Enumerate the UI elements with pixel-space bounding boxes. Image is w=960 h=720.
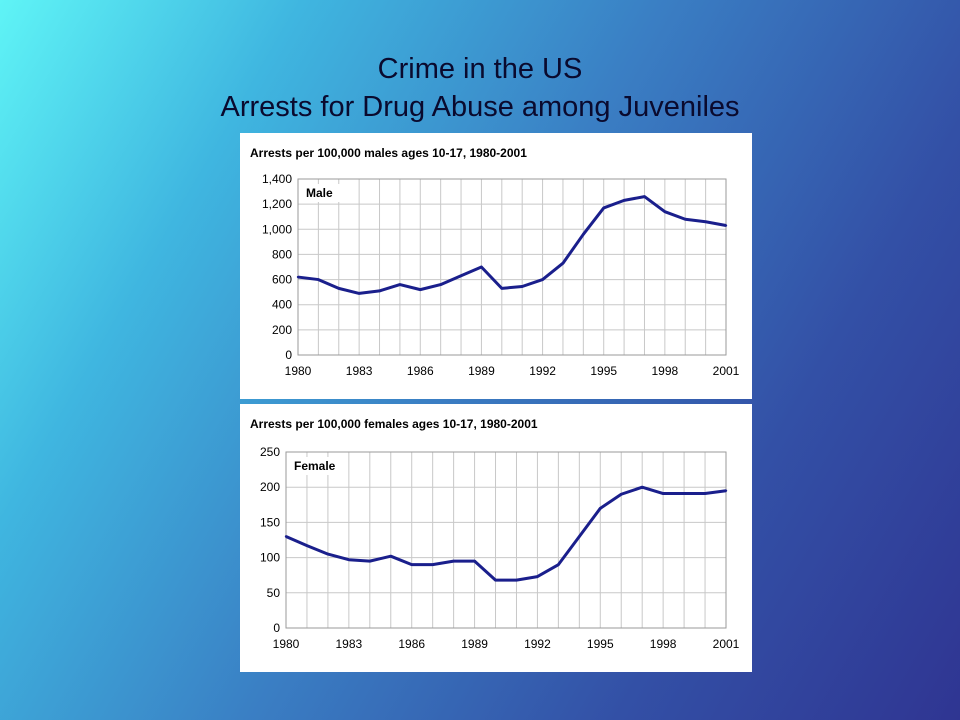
x-tick-label: 2001 <box>713 364 740 378</box>
data-point <box>684 218 687 221</box>
data-point <box>704 220 707 223</box>
x-tick-label: 2001 <box>713 637 740 651</box>
y-tick-label: 400 <box>272 298 292 312</box>
data-point <box>536 575 539 578</box>
data-point <box>431 563 434 566</box>
data-point <box>622 199 626 202</box>
x-tick-label: 1986 <box>398 637 425 651</box>
data-point <box>724 224 728 227</box>
x-tick-label: 1998 <box>652 364 679 378</box>
data-point <box>661 492 665 495</box>
data-point <box>347 558 351 561</box>
legend-box <box>290 457 346 475</box>
data-point <box>602 206 605 210</box>
female-arrests-chart: Arrests per 100,000 females ages 10-17, … <box>240 404 752 672</box>
chart-title: Arrests per 100,000 males ages 10-17, 19… <box>250 146 527 160</box>
title-line-1: Crime in the US <box>377 53 583 85</box>
data-point <box>326 552 330 556</box>
data-point <box>459 274 463 277</box>
data-point <box>337 287 340 290</box>
x-tick-label: 1980 <box>285 364 312 378</box>
data-point <box>561 262 565 265</box>
data-point <box>410 563 413 566</box>
y-tick-label: 100 <box>260 551 280 565</box>
data-point <box>643 195 646 198</box>
data-point <box>620 493 623 496</box>
y-tick-label: 600 <box>272 273 292 287</box>
male-chart-svg: Arrests per 100,000 males ages 10-17, 19… <box>250 146 740 378</box>
data-point <box>296 275 300 279</box>
data-point <box>599 507 602 510</box>
data-point <box>494 578 497 582</box>
data-point <box>557 563 560 566</box>
y-tick-label: 800 <box>272 247 292 261</box>
x-tick-label: 1989 <box>461 637 488 651</box>
plot-frame <box>285 451 727 629</box>
y-tick-label: 150 <box>260 515 280 529</box>
x-tick-label: 1992 <box>524 637 551 651</box>
male-arrests-chart: Arrests per 100,000 males ages 10-17, 19… <box>240 133 752 399</box>
title-line-2: Arrests for Drug Abuse among Juveniles <box>220 91 740 123</box>
data-point <box>305 544 309 547</box>
x-tick-label: 1995 <box>590 364 617 378</box>
y-tick-label: 50 <box>267 586 281 600</box>
data-point <box>473 559 476 563</box>
x-tick-label: 1986 <box>407 364 434 378</box>
data-point <box>682 492 686 495</box>
data-point <box>703 492 707 495</box>
x-tick-label: 1995 <box>587 637 614 651</box>
y-tick-label: 1,000 <box>262 222 292 236</box>
data-point <box>663 210 667 213</box>
data-point <box>480 265 483 269</box>
chart-title: Arrests per 100,000 females ages 10-17, … <box>250 417 538 431</box>
data-point <box>398 283 402 286</box>
legend-label: Male <box>306 186 333 200</box>
plot-frame <box>297 178 727 356</box>
y-tick-label: 200 <box>260 480 280 494</box>
y-tick-label: 1,400 <box>262 172 292 186</box>
data-point <box>500 287 504 290</box>
data-point <box>389 554 392 558</box>
slide-title: Crime in the US Arrests for Drug Abuse a… <box>0 50 960 126</box>
series-line-female <box>285 485 727 582</box>
data-point <box>378 289 381 293</box>
x-tick-label: 1983 <box>336 637 363 651</box>
x-tick-label: 1989 <box>468 364 495 378</box>
female-chart-svg: Arrests per 100,000 females ages 10-17, … <box>250 417 740 651</box>
x-tick-label: 1983 <box>346 364 373 378</box>
y-tick-label: 250 <box>260 445 280 459</box>
data-point <box>541 278 544 281</box>
legend-box <box>302 184 342 202</box>
x-tick-label: 1998 <box>650 637 677 651</box>
data-point <box>284 535 288 538</box>
data-point <box>640 486 644 489</box>
data-point <box>578 535 581 538</box>
data-point <box>515 578 518 582</box>
series-line-male <box>297 195 727 295</box>
y-tick-label: 1,200 <box>262 197 292 211</box>
data-point <box>582 233 585 236</box>
y-tick-label: 0 <box>273 621 280 635</box>
data-point <box>439 283 442 286</box>
data-point <box>419 288 422 291</box>
y-tick-label: 0 <box>285 348 292 362</box>
data-point <box>452 559 455 563</box>
y-tick-label: 200 <box>272 323 292 337</box>
x-tick-label: 1992 <box>529 364 556 378</box>
data-point <box>357 292 361 295</box>
x-tick-label: 1980 <box>273 637 300 651</box>
data-point <box>520 285 524 288</box>
data-point <box>724 489 728 492</box>
data-point <box>317 278 320 281</box>
data-point <box>368 559 372 563</box>
legend-label: Female <box>294 459 336 473</box>
